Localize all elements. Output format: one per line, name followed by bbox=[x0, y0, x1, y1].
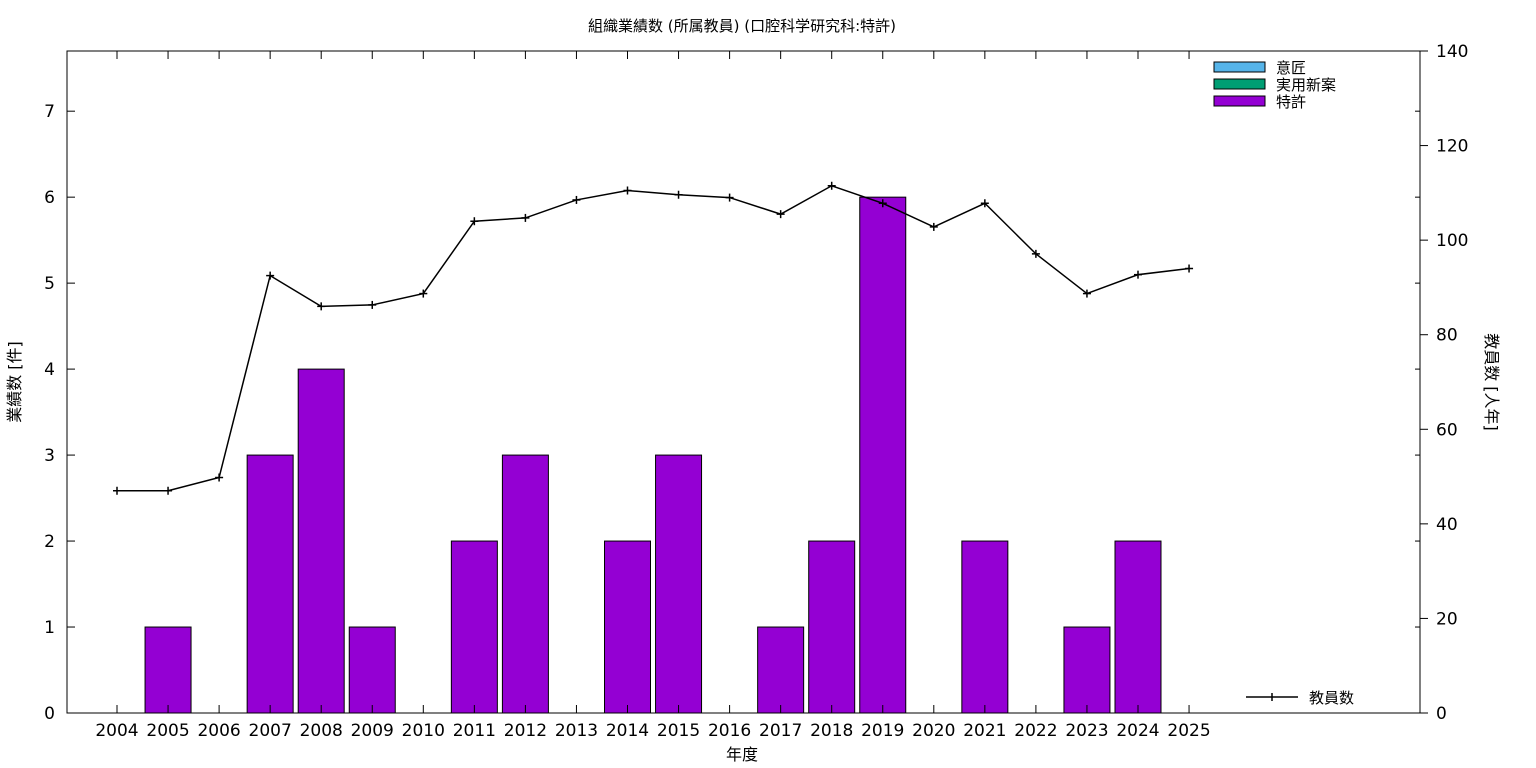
y2-tick-label: 40 bbox=[1436, 515, 1458, 535]
x-tick-label: 2016 bbox=[708, 721, 751, 741]
axes-layer: 0 1 2 3 4 5 6 7 0 20 40 60 80 100 120 140 2004 2005 2006 20… bbox=[44, 42, 1468, 741]
bar bbox=[961, 540, 1009, 714]
data-point bbox=[929, 222, 938, 231]
legend-label: 実用新案 bbox=[1276, 76, 1336, 94]
data-point bbox=[1031, 249, 1040, 258]
y2-tick-label: 60 bbox=[1436, 420, 1458, 440]
bars-layer bbox=[144, 196, 1162, 714]
data-point bbox=[572, 195, 581, 204]
data-point bbox=[1134, 270, 1142, 279]
legend-label: 特許 bbox=[1276, 93, 1306, 111]
bar bbox=[450, 540, 498, 714]
bar bbox=[297, 368, 345, 714]
bar bbox=[348, 626, 396, 714]
data-point bbox=[521, 213, 530, 222]
bar bbox=[808, 540, 856, 714]
x-tick-label: 2022 bbox=[1014, 721, 1057, 741]
legend-swatch bbox=[1213, 95, 1266, 107]
x-tick-label: 2010 bbox=[402, 721, 445, 741]
bar bbox=[246, 454, 294, 714]
bar bbox=[859, 196, 907, 714]
y-axis-title: 業績数 [件] bbox=[5, 341, 24, 423]
y-tick-label: 6 bbox=[44, 188, 55, 208]
x-tick-label: 2019 bbox=[861, 721, 904, 741]
data-point bbox=[368, 300, 377, 309]
bar bbox=[501, 454, 549, 714]
data-point bbox=[164, 486, 173, 495]
y2-axis-title: 教員数 [人年] bbox=[1482, 333, 1501, 431]
x-tick-label: 2008 bbox=[300, 721, 343, 741]
y2-tick-label: 80 bbox=[1436, 326, 1458, 346]
y2-tick-label: 0 bbox=[1436, 704, 1447, 724]
x-tick-label: 2023 bbox=[1065, 721, 1108, 741]
x-tick-label: 2005 bbox=[146, 721, 189, 741]
bar bbox=[655, 454, 703, 714]
legend-swatch bbox=[1213, 61, 1266, 73]
data-point bbox=[827, 181, 836, 190]
x-tick-label: 2025 bbox=[1167, 721, 1210, 741]
data-point bbox=[113, 486, 121, 495]
data-point bbox=[725, 193, 734, 202]
x-tick-label: 2015 bbox=[657, 721, 700, 741]
data-point bbox=[674, 190, 683, 199]
series-line bbox=[117, 184, 1190, 492]
x-tick-label: 2012 bbox=[504, 721, 547, 741]
x-tick-label: 2018 bbox=[810, 721, 853, 741]
y-tick-label: 4 bbox=[44, 360, 55, 380]
y-tick-label: 5 bbox=[44, 274, 55, 294]
data-point bbox=[1082, 289, 1091, 298]
x-tick-label: 2024 bbox=[1116, 721, 1159, 741]
data-point bbox=[266, 271, 275, 280]
bar bbox=[757, 626, 805, 714]
data-point bbox=[878, 199, 887, 208]
y-tick-label: 7 bbox=[44, 102, 55, 122]
x-axis-title: 年度 bbox=[726, 745, 758, 764]
data-point bbox=[317, 302, 326, 311]
x-tick-label: 2013 bbox=[555, 721, 598, 741]
x-tick-label: 2020 bbox=[912, 721, 955, 741]
legend-swatch bbox=[1213, 78, 1266, 90]
y2-tick-label: 100 bbox=[1436, 231, 1468, 251]
data-point bbox=[776, 210, 785, 219]
x-tick-label: 2006 bbox=[197, 721, 240, 741]
x-tick-label: 2017 bbox=[759, 721, 802, 741]
x-tick-label: 2011 bbox=[453, 721, 496, 741]
plot-frame bbox=[66, 50, 1421, 714]
data-point bbox=[470, 217, 479, 226]
data-point bbox=[215, 473, 224, 482]
y-tick-label: 0 bbox=[44, 704, 55, 724]
x-tick-label: 2004 bbox=[95, 721, 138, 741]
y-tick-label: 2 bbox=[44, 532, 55, 552]
y2-tick-label: 140 bbox=[1436, 42, 1468, 62]
bar bbox=[144, 626, 192, 714]
legend-label: 教員数 bbox=[1309, 689, 1354, 707]
y-tick-label: 3 bbox=[44, 446, 55, 466]
bar bbox=[1063, 626, 1111, 714]
line-layer bbox=[113, 181, 1194, 495]
data-point bbox=[980, 199, 989, 208]
x-tick-label: 2009 bbox=[351, 721, 394, 741]
y2-tick-label: 20 bbox=[1436, 609, 1458, 629]
data-point bbox=[623, 186, 632, 195]
data-point bbox=[1185, 264, 1194, 273]
x-tick-label: 2021 bbox=[963, 721, 1006, 741]
data-point bbox=[419, 289, 428, 298]
legend-label: 意匠 bbox=[1276, 59, 1306, 77]
y-tick-label: 1 bbox=[44, 618, 55, 638]
x-tick-label: 2014 bbox=[606, 721, 649, 741]
x-tick-label: 2007 bbox=[249, 721, 292, 741]
y2-tick-label: 120 bbox=[1436, 137, 1468, 157]
bar bbox=[604, 540, 651, 714]
bar bbox=[1114, 540, 1162, 714]
chart-title: 組織業績数 (所属教員) (口腔科学研究科:特許) bbox=[588, 17, 896, 35]
